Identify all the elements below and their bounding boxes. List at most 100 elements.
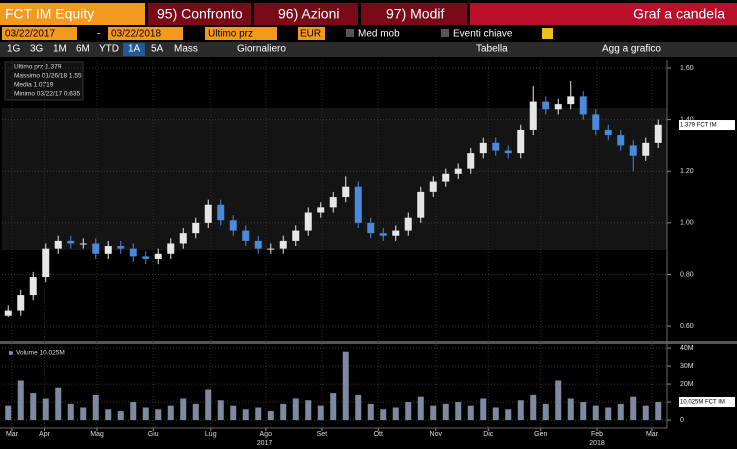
volume-bar — [167, 405, 174, 421]
candle-body — [117, 246, 125, 249]
candle-body — [529, 101, 537, 130]
volume-bar — [142, 407, 149, 421]
volume-bar — [342, 351, 349, 421]
button[interactable] — [254, 3, 358, 25]
security: FCT IM Equity — [5, 6, 94, 22]
y-tick-label: 1.40 — [680, 116, 694, 123]
volume-bar — [317, 405, 324, 421]
period-bar — [0, 42, 737, 57]
candle-body — [17, 295, 25, 311]
candle-body — [467, 153, 475, 169]
candle-body — [267, 248, 275, 250]
candle-body — [317, 207, 325, 213]
candle-body — [567, 96, 575, 105]
x-tick-label: Mar — [6, 431, 19, 438]
candle-body — [142, 256, 150, 259]
volume-bar — [217, 400, 224, 421]
legend: Ultimo prz 1.379 Massimo 01/26/18 1.55 Med… — [14, 64, 82, 98]
volume-bar — [67, 403, 74, 421]
x-tick-label: Nov — [430, 431, 443, 438]
volume-bar — [30, 393, 37, 421]
last-price-flag-label: 1.379 FCT IM — [680, 123, 717, 129]
candle-body — [642, 142, 650, 156]
volume-bar — [517, 400, 524, 421]
currency-input[interactable] — [298, 27, 325, 40]
legend-entry: Massimo 01/26/18 1.55 — [14, 73, 82, 80]
info-icon[interactable] — [542, 28, 553, 39]
volume-bar — [192, 403, 199, 421]
button-label: 95) Confronto — [157, 6, 243, 22]
volume-bar — [617, 403, 624, 421]
candle-body — [517, 129, 525, 154]
volume-bar — [205, 389, 212, 421]
volume-bar — [355, 394, 362, 421]
button-label: 96) Azioni — [278, 6, 339, 22]
period-button[interactable]: YTD — [99, 44, 119, 55]
candle-body — [329, 197, 337, 208]
end-date-input[interactable] — [108, 27, 183, 40]
volume-bar — [555, 380, 562, 421]
candle-body — [592, 114, 600, 130]
volume-bar — [267, 411, 274, 421]
volume-bar — [230, 405, 237, 421]
checkbox[interactable] — [441, 29, 449, 37]
volume-bar — [442, 403, 449, 421]
candle-body — [404, 217, 412, 231]
period-button[interactable]: Mass — [174, 44, 198, 55]
volume-bar — [17, 380, 24, 421]
volume-bar — [542, 403, 549, 421]
candle-body — [604, 129, 612, 136]
chart-type: Graf a candela — [633, 6, 725, 22]
start-date: 03/22/2017 — [5, 29, 55, 40]
candle-body — [217, 204, 225, 221]
candle-body — [79, 243, 87, 245]
x-tick-label: Apr — [39, 431, 51, 438]
field-input[interactable] — [205, 27, 277, 40]
candle-body — [542, 101, 550, 110]
y-tick-label: 0.60 — [680, 323, 694, 330]
candle-body — [654, 124, 662, 143]
candle-body — [179, 233, 187, 244]
currency: EUR — [300, 29, 321, 40]
volume-bar — [305, 400, 312, 421]
period-button[interactable]: 3G — [30, 44, 44, 55]
candle-body — [129, 248, 137, 257]
title-bar — [470, 3, 737, 25]
period-button[interactable]: 1A — [128, 44, 141, 55]
button[interactable] — [361, 3, 467, 25]
period-group: 1G 3G 1M 6M YTD 1A 5A Mass — [7, 43, 198, 56]
volume-bar — [492, 407, 499, 421]
y2-tick-label: 30M — [680, 363, 694, 370]
volume-legend: Volume 10.025M — [16, 350, 65, 357]
volume-bar — [130, 402, 137, 421]
candle-body — [504, 150, 512, 154]
volume-bar — [80, 407, 87, 421]
frequency[interactable]: Giornaliero — [237, 44, 286, 55]
volume-bar — [92, 394, 99, 421]
volume-bar — [567, 398, 574, 421]
start-date-input[interactable] — [2, 27, 77, 40]
y-tick-label: 0.80 — [680, 271, 694, 278]
period-button[interactable]: 6M — [76, 44, 90, 55]
x-tick-label: Mar — [646, 431, 659, 438]
period-button[interactable]: 1G — [7, 44, 21, 55]
volume-legend-swatch — [9, 351, 13, 355]
candle-body — [29, 277, 37, 296]
candle-body — [67, 240, 75, 244]
button[interactable] — [148, 3, 251, 25]
security-box[interactable] — [0, 3, 145, 25]
checkbox[interactable] — [346, 29, 354, 37]
last-volume-flag — [679, 397, 735, 408]
add-to-chart[interactable]: Agg a grafico — [602, 44, 661, 55]
y-tick-label: 1.00 — [680, 220, 694, 227]
last-volume-flag-label: 10.025M FCT IM — [680, 400, 725, 406]
candle-body — [492, 142, 500, 151]
period-button[interactable]: 5A — [151, 44, 164, 55]
candle-body — [242, 230, 250, 241]
period-button[interactable]: 1M — [53, 44, 67, 55]
candle-body — [579, 96, 587, 115]
volume-bar — [655, 402, 662, 421]
candle-body — [204, 204, 212, 223]
volume-bar — [242, 409, 249, 421]
table-button[interactable]: Tabella — [476, 44, 508, 55]
